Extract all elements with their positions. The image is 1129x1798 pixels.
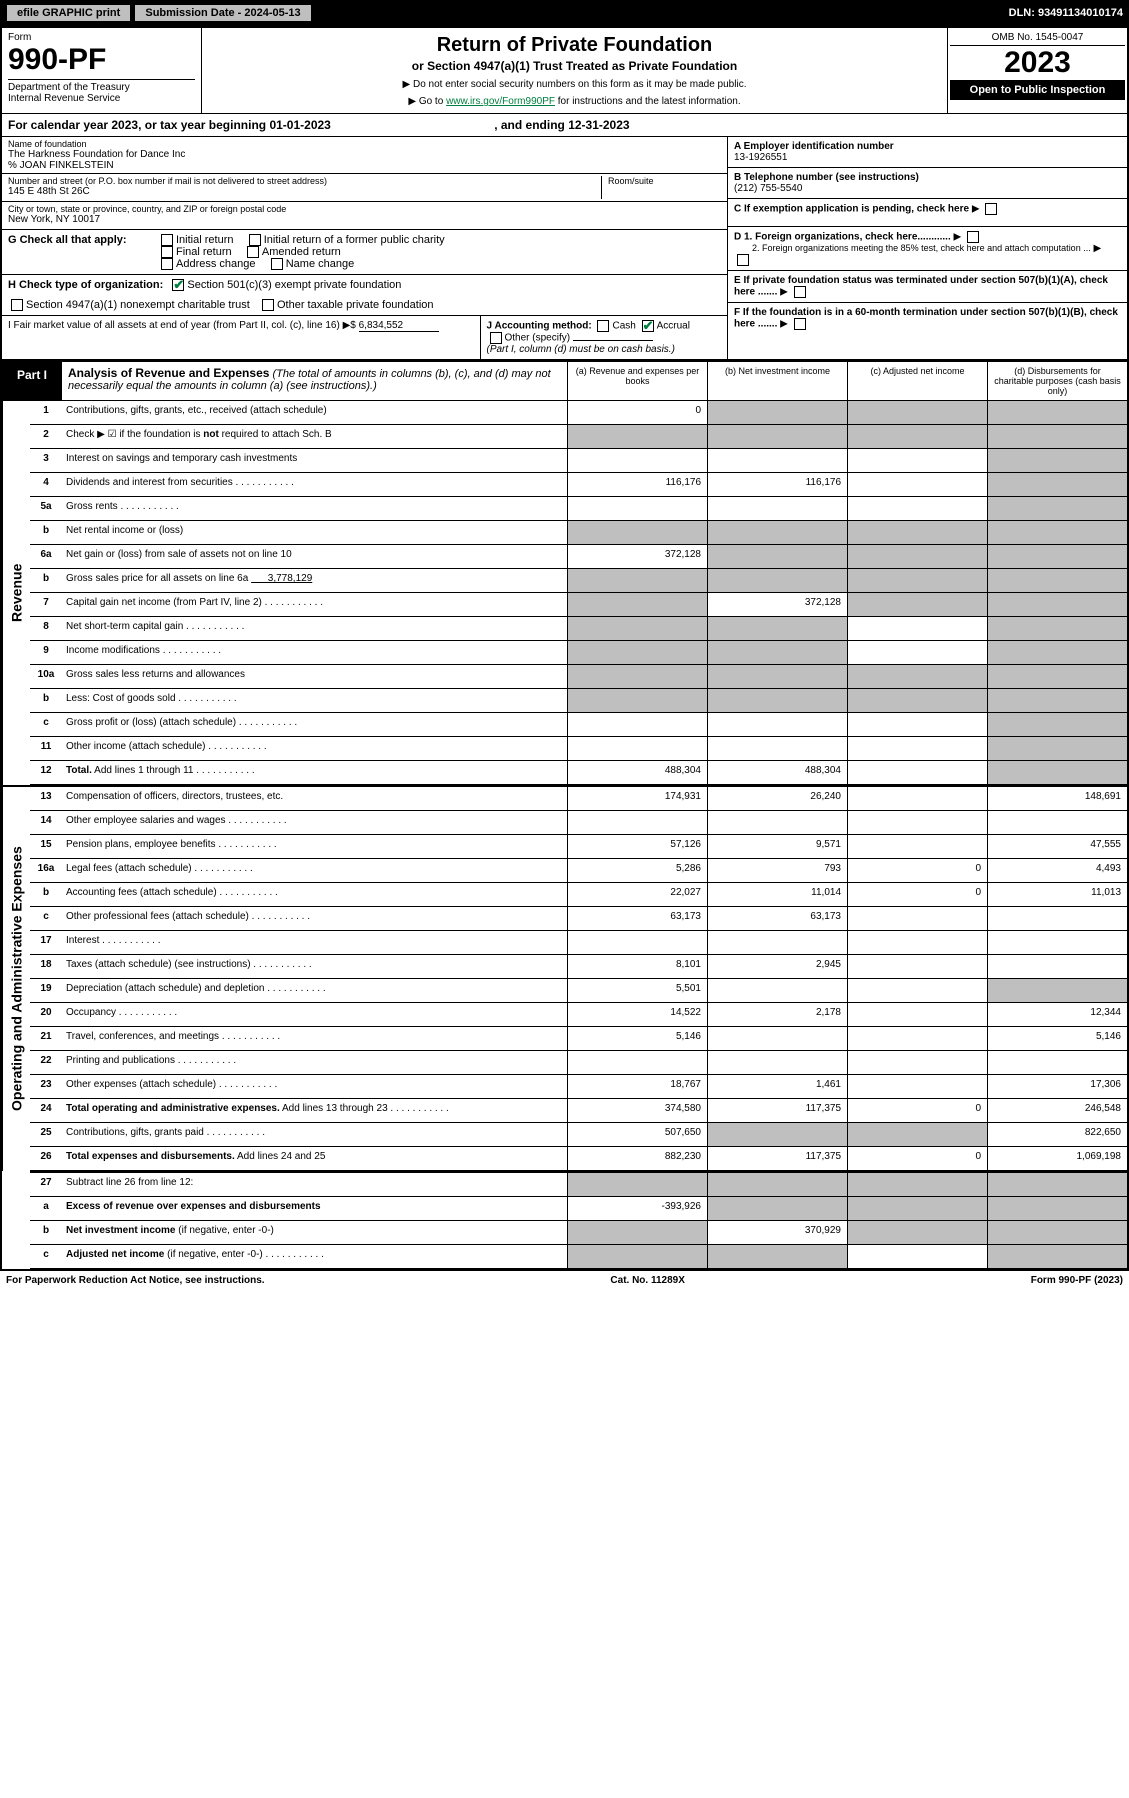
- table-row: bNet investment income (if negative, ent…: [30, 1221, 1127, 1245]
- top-bar: efile GRAPHIC print Submission Date - 20…: [0, 0, 1129, 26]
- table-row: 8Net short-term capital gain: [30, 617, 1127, 641]
- addr-lbl: Number and street (or P.O. box number if…: [8, 176, 601, 186]
- efile-print-button[interactable]: efile GRAPHIC print: [6, 4, 131, 22]
- table-row: aExcess of revenue over expenses and dis…: [30, 1197, 1127, 1221]
- table-row: 18Taxes (attach schedule) (see instructi…: [30, 955, 1127, 979]
- table-row: cOther professional fees (attach schedul…: [30, 907, 1127, 931]
- table-row: 24Total operating and administrative exp…: [30, 1099, 1127, 1123]
- table-row: bNet rental income or (loss): [30, 521, 1127, 545]
- submission-date: Submission Date - 2024-05-13: [134, 4, 311, 22]
- table-row: bGross sales price for all assets on lin…: [30, 569, 1127, 593]
- subtitle: or Section 4947(a)(1) Trust Treated as P…: [212, 59, 937, 73]
- form-footer: Form 990-PF (2023): [1031, 1275, 1123, 1286]
- j-accounting: J Accounting method: Cash Accrual Other …: [481, 316, 728, 359]
- table-row: cGross profit or (loss) (attach schedule…: [30, 713, 1127, 737]
- phone-lbl: B Telephone number (see instructions): [734, 172, 919, 183]
- dln: DLN: 93491134010174: [1009, 7, 1123, 19]
- care-of: % JOAN FINKELSTEIN: [8, 160, 721, 171]
- omb: OMB No. 1545-0047: [950, 30, 1125, 46]
- table-row: 5aGross rents: [30, 497, 1127, 521]
- ein-lbl: A Employer identification number: [734, 141, 894, 152]
- table-row: 13Compensation of officers, directors, t…: [30, 787, 1127, 811]
- table-row: 12Total. Add lines 1 through 11488,30448…: [30, 761, 1127, 785]
- col-b: (b) Net investment income: [707, 362, 847, 400]
- calendar-year: For calendar year 2023, or tax year begi…: [2, 114, 1127, 137]
- table-row: 23Other expenses (attach schedule)18,767…: [30, 1075, 1127, 1099]
- cb-accrual[interactable]: [642, 320, 654, 332]
- table-row: 9Income modifications: [30, 641, 1127, 665]
- city: New York, NY 10017: [8, 214, 721, 225]
- revenue-label: Revenue: [2, 401, 30, 785]
- table-row: 10aGross sales less returns and allowanc…: [30, 665, 1127, 689]
- table-row: 25Contributions, gifts, grants paid507,6…: [30, 1123, 1127, 1147]
- dept: Department of the TreasuryInternal Reven…: [8, 79, 195, 104]
- ein: 13-1926551: [734, 152, 787, 163]
- col-c: (c) Adjusted net income: [847, 362, 987, 400]
- table-row: bLess: Cost of goods sold: [30, 689, 1127, 713]
- city-lbl: City or town, state or province, country…: [8, 204, 721, 214]
- table-row: bAccounting fees (attach schedule)22,027…: [30, 883, 1127, 907]
- open-inspection: Open to Public Inspection: [950, 80, 1125, 100]
- part-i-label: Part I: [2, 362, 62, 400]
- table-row: 11Other income (attach schedule): [30, 737, 1127, 761]
- form-number: 990-PF: [8, 43, 195, 77]
- h-check2: Section 4947(a)(1) nonexempt charitable …: [2, 295, 727, 316]
- name-lbl: Name of foundation: [8, 139, 721, 149]
- room-lbl: Room/suite: [608, 176, 721, 186]
- table-row: 14Other employee salaries and wages: [30, 811, 1127, 835]
- foundation-name: The Harkness Foundation for Dance Inc: [8, 149, 721, 160]
- e-terminated: E If private foundation status was termi…: [728, 271, 1127, 303]
- phone: (212) 755-5540: [734, 183, 802, 194]
- form-label: Form: [8, 32, 195, 43]
- table-row: 4Dividends and interest from securities1…: [30, 473, 1127, 497]
- table-row: 19Depreciation (attach schedule) and dep…: [30, 979, 1127, 1003]
- expenses-label: Operating and Administrative Expenses: [2, 787, 30, 1171]
- table-row: 15Pension plans, employee benefits57,126…: [30, 835, 1127, 859]
- table-row: 16aLegal fees (attach schedule)5,2867930…: [30, 859, 1127, 883]
- table-row: 3Interest on savings and temporary cash …: [30, 449, 1127, 473]
- table-row: cAdjusted net income (if negative, enter…: [30, 1245, 1127, 1269]
- table-row: 21Travel, conferences, and meetings5,146…: [30, 1027, 1127, 1051]
- g-check: G Check all that apply: Initial return I…: [2, 230, 727, 275]
- cat-no: Cat. No. 11289X: [610, 1275, 684, 1286]
- i-fmv: I Fair market value of all assets at end…: [2, 316, 481, 359]
- h-check: H Check type of organization: Section 50…: [2, 275, 727, 295]
- street: 145 E 48th St 26C: [8, 186, 601, 197]
- col-a: (a) Revenue and expenses per books: [567, 362, 707, 400]
- table-row: 1Contributions, gifts, grants, etc., rec…: [30, 401, 1127, 425]
- col-d: (d) Disbursements for charitable purpose…: [987, 362, 1127, 400]
- c-exemption: C If exemption application is pending, c…: [728, 199, 1127, 227]
- part-i-title: Analysis of Revenue and Expenses (The to…: [62, 362, 567, 400]
- title: Return of Private Foundation: [212, 34, 937, 57]
- form-990pf: Form 990-PF Department of the TreasuryIn…: [0, 26, 1129, 1271]
- table-row: 22Printing and publications: [30, 1051, 1127, 1075]
- table-row: 27Subtract line 26 from line 12:: [30, 1173, 1127, 1197]
- table-row: 20Occupancy14,5222,17812,344: [30, 1003, 1127, 1027]
- paperwork-notice: For Paperwork Reduction Act Notice, see …: [6, 1275, 265, 1286]
- instr1: ▶ Do not enter social security numbers o…: [212, 79, 937, 90]
- cb-501c3[interactable]: [172, 279, 184, 291]
- link-form990pf[interactable]: www.irs.gov/Form990PF: [446, 96, 555, 107]
- table-row: 6aNet gain or (loss) from sale of assets…: [30, 545, 1127, 569]
- table-row: 17Interest: [30, 931, 1127, 955]
- table-row: 26Total expenses and disbursements. Add …: [30, 1147, 1127, 1171]
- table-row: 7Capital gain net income (from Part IV, …: [30, 593, 1127, 617]
- d-foreign: D 1. Foreign organizations, check here..…: [728, 227, 1127, 271]
- tax-year: 2023: [950, 46, 1125, 80]
- instr2: ▶ Go to www.irs.gov/Form990PF for instru…: [212, 96, 937, 107]
- table-row: 2Check ▶ ☑ if the foundation is not requ…: [30, 425, 1127, 449]
- f-60month: F If the foundation is in a 60-month ter…: [728, 303, 1127, 334]
